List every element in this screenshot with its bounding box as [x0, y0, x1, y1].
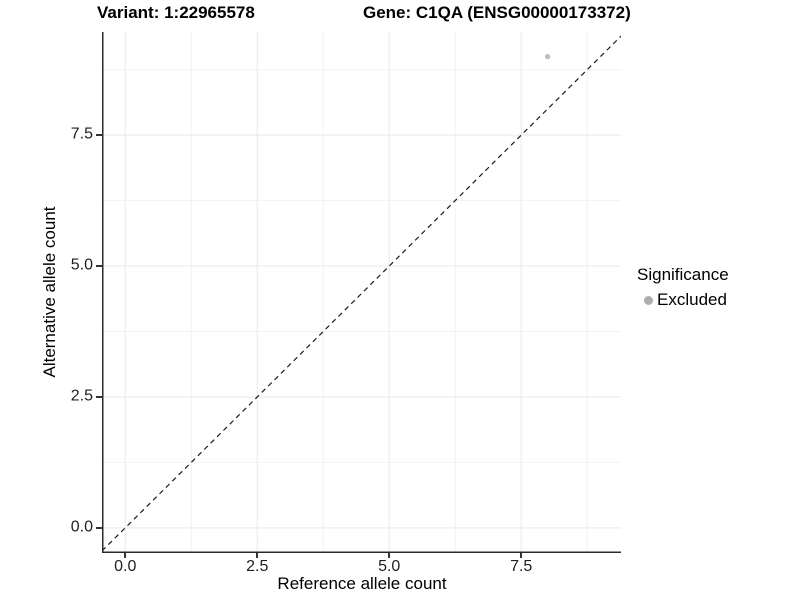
y-tick-label: 0.0 — [70, 518, 93, 536]
x-tick-mark — [124, 553, 126, 558]
y-tick-label: 2.5 — [70, 387, 93, 405]
legend-title: Significance — [637, 265, 729, 284]
y-tick-mark — [96, 396, 102, 398]
plot-canvas — [101, 32, 622, 553]
data-point — [544, 53, 551, 60]
y-tick-label: 5.0 — [70, 256, 93, 274]
legend-entry-excluded: Excluded — [637, 290, 729, 310]
x-tick-mark — [520, 553, 522, 558]
x-axis-title: Reference allele count — [277, 574, 447, 593]
plot-panel — [101, 32, 622, 553]
plot-title-gene: Gene: C1QA (ENSG00000173372) — [363, 3, 631, 22]
y-tick-mark — [96, 527, 102, 529]
y-tick-mark — [96, 134, 102, 136]
x-tick-mark — [256, 553, 258, 558]
y-tick-mark — [96, 265, 102, 267]
x-tick-label: 7.5 — [510, 558, 533, 575]
legend-point-icon — [644, 295, 653, 305]
plot-title-variant: Variant: 1:22965578 — [97, 3, 255, 22]
identity-line — [101, 35, 622, 552]
y-axis-title: Alternative allele count — [40, 206, 59, 378]
x-tick-label: 0.0 — [114, 558, 137, 575]
x-tick-mark — [388, 553, 390, 558]
x-tick-label: 2.5 — [246, 558, 269, 575]
legend-entry-label: Excluded — [657, 290, 727, 309]
y-tick-label: 7.5 — [70, 125, 93, 143]
x-tick-label: 5.0 — [378, 558, 401, 575]
legend: Significance Excluded — [637, 264, 729, 310]
